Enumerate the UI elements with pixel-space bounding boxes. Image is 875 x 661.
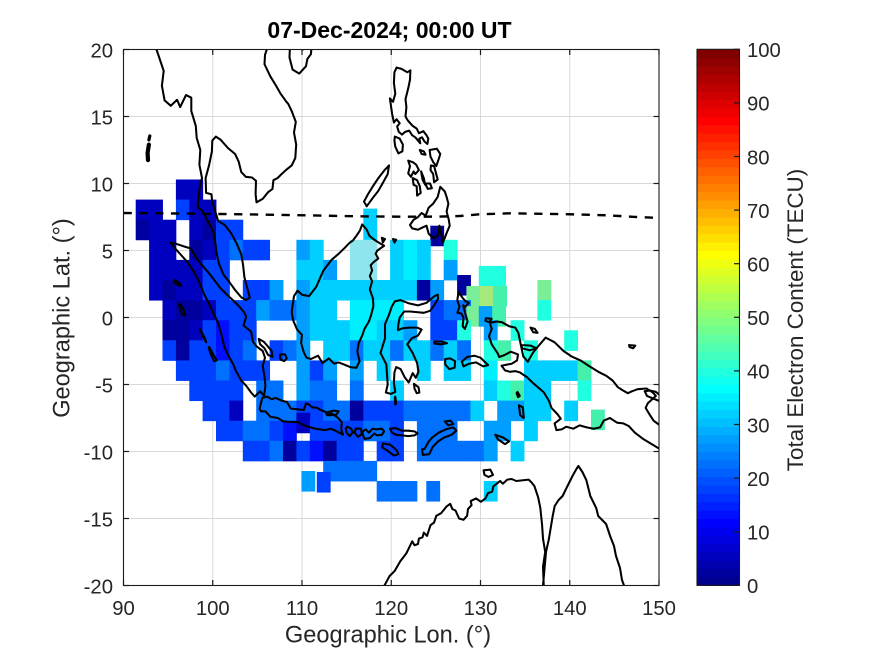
svg-text:60: 60 — [747, 255, 770, 277]
svg-text:Total Electron Content (TECU): Total Electron Content (TECU) — [783, 169, 808, 471]
svg-text:80: 80 — [747, 147, 770, 169]
svg-text:-15: -15 — [84, 509, 113, 531]
svg-text:110: 110 — [286, 598, 318, 620]
svg-text:10: 10 — [90, 174, 113, 196]
svg-text:Geographic Lon. (°): Geographic Lon. (°) — [285, 623, 491, 649]
svg-text:-10: -10 — [84, 442, 113, 464]
svg-text:20: 20 — [747, 469, 770, 491]
svg-text:07-Dec-2024; 00:00 UT: 07-Dec-2024; 00:00 UT — [267, 17, 511, 43]
svg-text:Geographic Lat. (°): Geographic Lat. (°) — [50, 218, 76, 418]
svg-text:-20: -20 — [84, 576, 113, 598]
svg-text:120: 120 — [374, 598, 408, 620]
svg-text:20: 20 — [90, 40, 113, 62]
svg-text:140: 140 — [553, 598, 587, 620]
svg-text:100: 100 — [747, 40, 781, 62]
svg-text:40: 40 — [747, 362, 770, 384]
svg-text:70: 70 — [747, 201, 770, 223]
svg-text:10: 10 — [747, 523, 770, 545]
svg-text:5: 5 — [102, 241, 113, 263]
svg-text:30: 30 — [747, 415, 770, 437]
svg-text:90: 90 — [747, 94, 770, 116]
svg-text:100: 100 — [196, 598, 230, 620]
svg-text:15: 15 — [90, 107, 113, 129]
svg-text:150: 150 — [642, 598, 676, 620]
svg-text:-5: -5 — [95, 375, 113, 397]
svg-text:0: 0 — [102, 308, 113, 330]
svg-text:50: 50 — [747, 308, 770, 330]
svg-text:90: 90 — [112, 598, 135, 620]
svg-text:0: 0 — [747, 576, 758, 598]
svg-text:130: 130 — [464, 598, 498, 620]
